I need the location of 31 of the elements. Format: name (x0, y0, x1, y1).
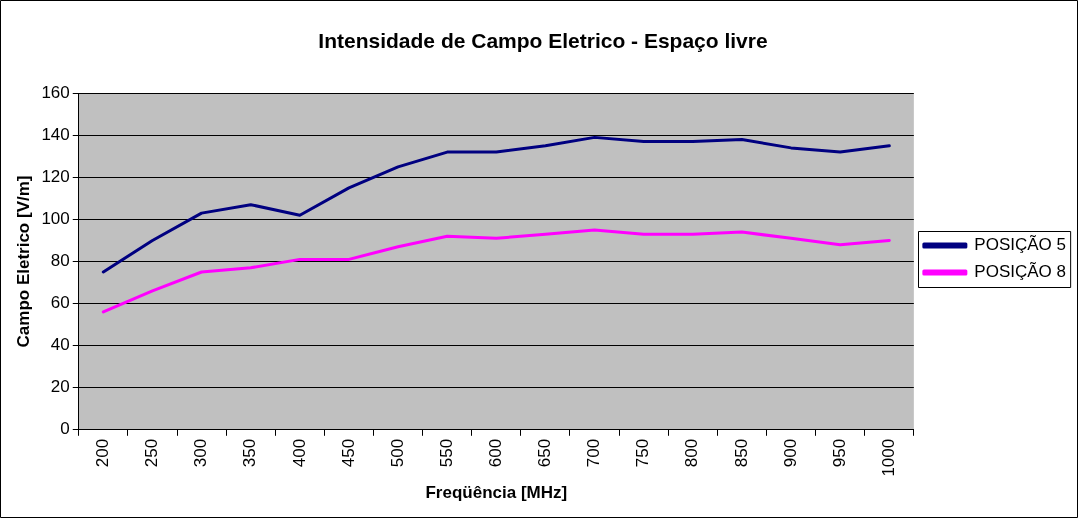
x-tick-label: 400 (289, 438, 309, 468)
x-tick-label: 700 (584, 438, 604, 468)
x-tick-label: 350 (240, 438, 260, 468)
y-axis-title: Campo Eletrico [V/m] (13, 175, 33, 348)
x-tick-label: 600 (486, 438, 505, 468)
x-tick-label: 300 (191, 438, 211, 468)
y-tick-label: 40 (50, 335, 70, 355)
x-tick-label: 1000 (878, 438, 898, 477)
y-tick-label: 80 (50, 251, 70, 271)
x-axis-title: Freqüência [MHz] (425, 483, 568, 503)
y-tick-label: 160 (41, 82, 70, 102)
y-tick-label: 140 (41, 124, 70, 144)
x-tick-label: 450 (338, 438, 358, 468)
x-tick-label: 500 (387, 438, 407, 468)
x-tick-label: 900 (780, 438, 800, 468)
y-tick-label: 120 (41, 167, 70, 187)
x-tick-label: 250 (142, 438, 162, 468)
x-tick-label: 200 (93, 438, 113, 468)
chart-title: Intensidade de Campo Eletrico - Espaço livre (318, 29, 768, 53)
y-tick-label: 0 (60, 419, 70, 439)
x-tick-label: 650 (535, 438, 555, 468)
y-tick-label: 100 (41, 209, 70, 229)
x-tick-label: 850 (731, 438, 751, 468)
legend-label: POSIÇÃO 8 (974, 262, 1066, 282)
x-tick-label: 800 (682, 438, 702, 468)
y-tick-label: 20 (50, 377, 70, 397)
x-tick-label: 550 (436, 438, 456, 468)
x-tick-label: 750 (633, 438, 653, 468)
legend-label: POSIÇÃO 5 (974, 235, 1066, 255)
x-tick-label: 950 (829, 438, 849, 468)
y-tick-label: 60 (50, 293, 70, 313)
